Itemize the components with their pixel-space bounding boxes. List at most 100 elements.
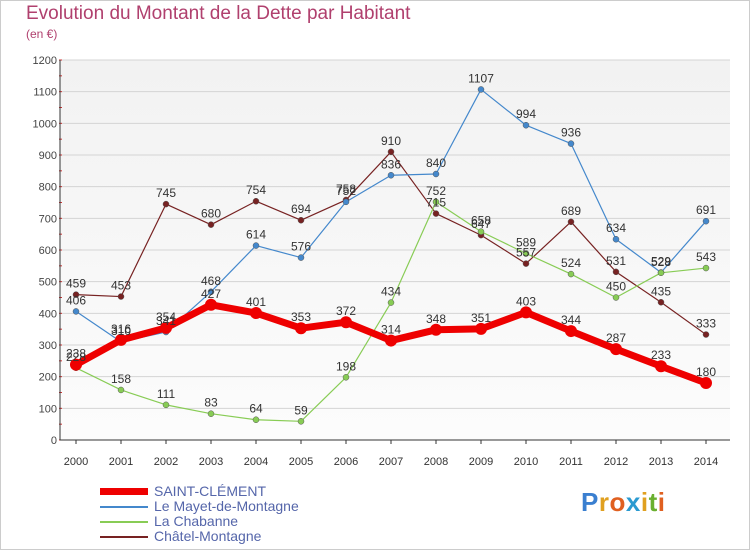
data-label: 64 <box>249 402 263 416</box>
legend-swatch <box>100 488 148 495</box>
data-point <box>342 374 350 381</box>
x-tick-label: 2011 <box>559 456 583 468</box>
data-point <box>477 228 485 235</box>
data-label: 348 <box>426 312 446 326</box>
data-label: 198 <box>336 359 356 373</box>
data-point <box>70 358 82 371</box>
x-tick-label: 2000 <box>64 456 88 468</box>
data-point <box>207 288 215 296</box>
data-label: 754 <box>246 183 266 197</box>
data-label: 453 <box>111 279 131 293</box>
data-label: 680 <box>201 207 221 221</box>
data-point <box>522 250 530 257</box>
x-tick-label: 2004 <box>244 456 268 468</box>
data-label: 333 <box>696 317 716 331</box>
data-point <box>432 198 440 206</box>
legend-label: SAINT-CLÉMENT <box>154 483 267 499</box>
data-point <box>117 386 125 394</box>
data-label: 576 <box>291 240 311 254</box>
data-point <box>205 298 217 311</box>
x-tick-label: 2003 <box>199 456 223 468</box>
x-tick-label: 2005 <box>289 456 313 468</box>
data-label: 435 <box>651 284 671 298</box>
data-label: 353 <box>291 310 311 324</box>
data-point <box>162 200 170 208</box>
data-point <box>702 264 710 272</box>
data-point <box>387 299 395 306</box>
data-label: 840 <box>426 156 446 170</box>
data-label: 715 <box>426 196 446 210</box>
data-point <box>657 269 665 277</box>
data-point <box>612 294 620 301</box>
x-tick-label: 2002 <box>154 456 178 468</box>
data-label: 427 <box>201 287 221 301</box>
data-point <box>567 140 575 147</box>
data-label: 111 <box>157 387 176 401</box>
data-point <box>702 217 710 225</box>
data-label: 836 <box>381 157 401 171</box>
y-tick-label: 1000 <box>33 118 57 130</box>
data-label: 1107 <box>468 71 494 85</box>
legend-swatch <box>100 536 148 538</box>
chart-subtitle: (en €) <box>26 27 58 41</box>
data-label: 287 <box>606 331 626 345</box>
chart-title: Evolution du Montant de la Dette par Hab… <box>26 3 411 24</box>
data-label: 752 <box>336 184 356 198</box>
y-tick-label: 1100 <box>33 87 57 99</box>
data-point <box>297 254 305 261</box>
data-label: 450 <box>606 280 626 294</box>
data-label: 468 <box>201 274 221 288</box>
data-point <box>430 323 442 336</box>
data-point <box>432 210 440 217</box>
data-label: 910 <box>381 134 401 148</box>
y-tick-label: 0 <box>51 435 57 447</box>
x-tick-label: 2006 <box>334 456 358 468</box>
data-label: 647 <box>471 217 491 231</box>
data-label: 589 <box>516 235 536 249</box>
x-tick-label: 2009 <box>469 456 493 468</box>
data-point <box>610 343 622 356</box>
data-point <box>117 293 125 300</box>
data-label: 543 <box>696 250 716 264</box>
x-tick-label: 2014 <box>694 456 718 468</box>
data-label: 459 <box>66 277 86 291</box>
x-tick-label: 2013 <box>649 456 673 468</box>
data-point <box>252 242 260 249</box>
data-point <box>700 377 712 389</box>
data-point <box>115 333 127 346</box>
data-point <box>207 410 215 417</box>
y-tick-label: 800 <box>39 182 57 194</box>
data-point <box>387 172 395 179</box>
data-label: 83 <box>204 396 218 410</box>
data-point <box>387 148 395 156</box>
y-tick-label: 600 <box>39 245 57 257</box>
data-label: 936 <box>561 126 581 140</box>
data-label: 614 <box>246 228 266 242</box>
data-label: 531 <box>606 254 626 268</box>
y-tick-label: 900 <box>39 150 57 162</box>
data-label: 372 <box>336 304 356 318</box>
data-label: 694 <box>291 202 311 216</box>
data-point <box>657 299 665 306</box>
data-label: 180 <box>696 365 716 379</box>
data-point <box>160 321 172 334</box>
data-label: 434 <box>381 285 401 299</box>
data-point <box>297 418 305 425</box>
legend-label: Châtel-Montagne <box>154 528 262 544</box>
x-tick-label: 2007 <box>379 456 403 468</box>
y-tick-label: 400 <box>39 308 57 320</box>
y-tick-label: 300 <box>39 340 57 352</box>
data-point <box>297 216 305 224</box>
legend-swatch <box>100 521 148 523</box>
data-point <box>252 416 260 423</box>
data-label: 351 <box>471 311 491 325</box>
data-point <box>655 360 667 373</box>
x-tick-label: 2001 <box>109 456 133 468</box>
data-label: 314 <box>381 323 401 337</box>
y-tick-label: 100 <box>39 403 57 415</box>
data-label: 233 <box>651 348 671 362</box>
data-point <box>295 322 307 335</box>
data-point <box>522 121 530 129</box>
data-point <box>477 86 485 93</box>
data-label: 401 <box>246 295 266 309</box>
